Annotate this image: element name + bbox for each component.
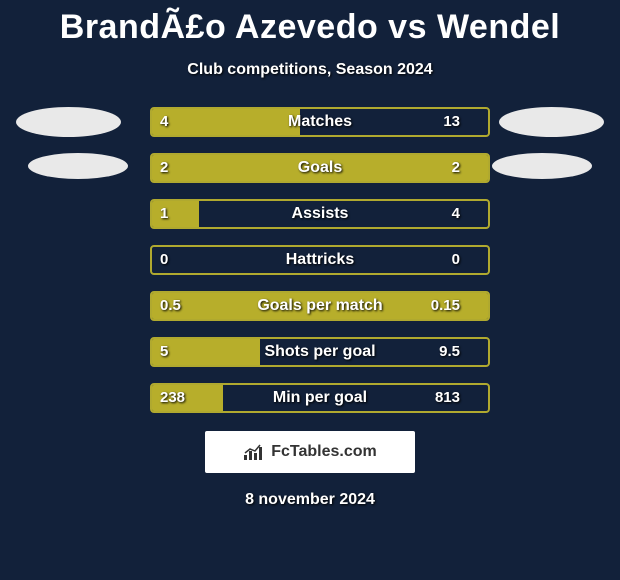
value-right: 2 (452, 153, 460, 183)
value-right: 0.15 (431, 291, 460, 321)
subtitle: Club competitions, Season 2024 (0, 61, 620, 79)
value-right: 0 (452, 245, 460, 275)
bar-track (150, 199, 490, 229)
player-badge-left (16, 107, 121, 137)
bar-track (150, 107, 490, 137)
bar-left-fill (152, 109, 300, 135)
bar-left-fill (152, 293, 407, 319)
page-title: BrandÃ£o Azevedo vs Wendel (0, 0, 620, 47)
value-right: 9.5 (439, 337, 460, 367)
player-badge-right (492, 153, 592, 179)
comparison-row: 00Hattricks (10, 245, 610, 275)
comparison-row: 59.5Shots per goal (10, 337, 610, 367)
value-left: 0.5 (160, 291, 181, 321)
chart-icon (243, 443, 265, 461)
value-right: 13 (443, 107, 460, 137)
date-label: 8 november 2024 (0, 491, 620, 509)
value-left: 0 (160, 245, 168, 275)
bar-left-fill (152, 155, 488, 181)
watermark-badge: FcTables.com (205, 431, 415, 473)
comparison-row: 238813Min per goal (10, 383, 610, 413)
value-left: 5 (160, 337, 168, 367)
value-right: 4 (452, 199, 460, 229)
player-badge-right (499, 107, 604, 137)
value-left: 238 (160, 383, 185, 413)
player-badge-left (28, 153, 128, 179)
value-left: 2 (160, 153, 168, 183)
comparison-row: 22Goals (10, 153, 610, 183)
comparison-row: 0.50.15Goals per match (10, 291, 610, 321)
bar-track (150, 153, 490, 183)
value-left: 4 (160, 107, 168, 137)
bar-track (150, 245, 490, 275)
watermark-text: FcTables.com (271, 443, 377, 461)
comparison-row: 413Matches (10, 107, 610, 137)
value-right: 813 (435, 383, 460, 413)
comparison-row: 14Assists (10, 199, 610, 229)
value-left: 1 (160, 199, 168, 229)
comparison-rows: 413Matches22Goals14Assists00Hattricks0.5… (0, 107, 620, 413)
